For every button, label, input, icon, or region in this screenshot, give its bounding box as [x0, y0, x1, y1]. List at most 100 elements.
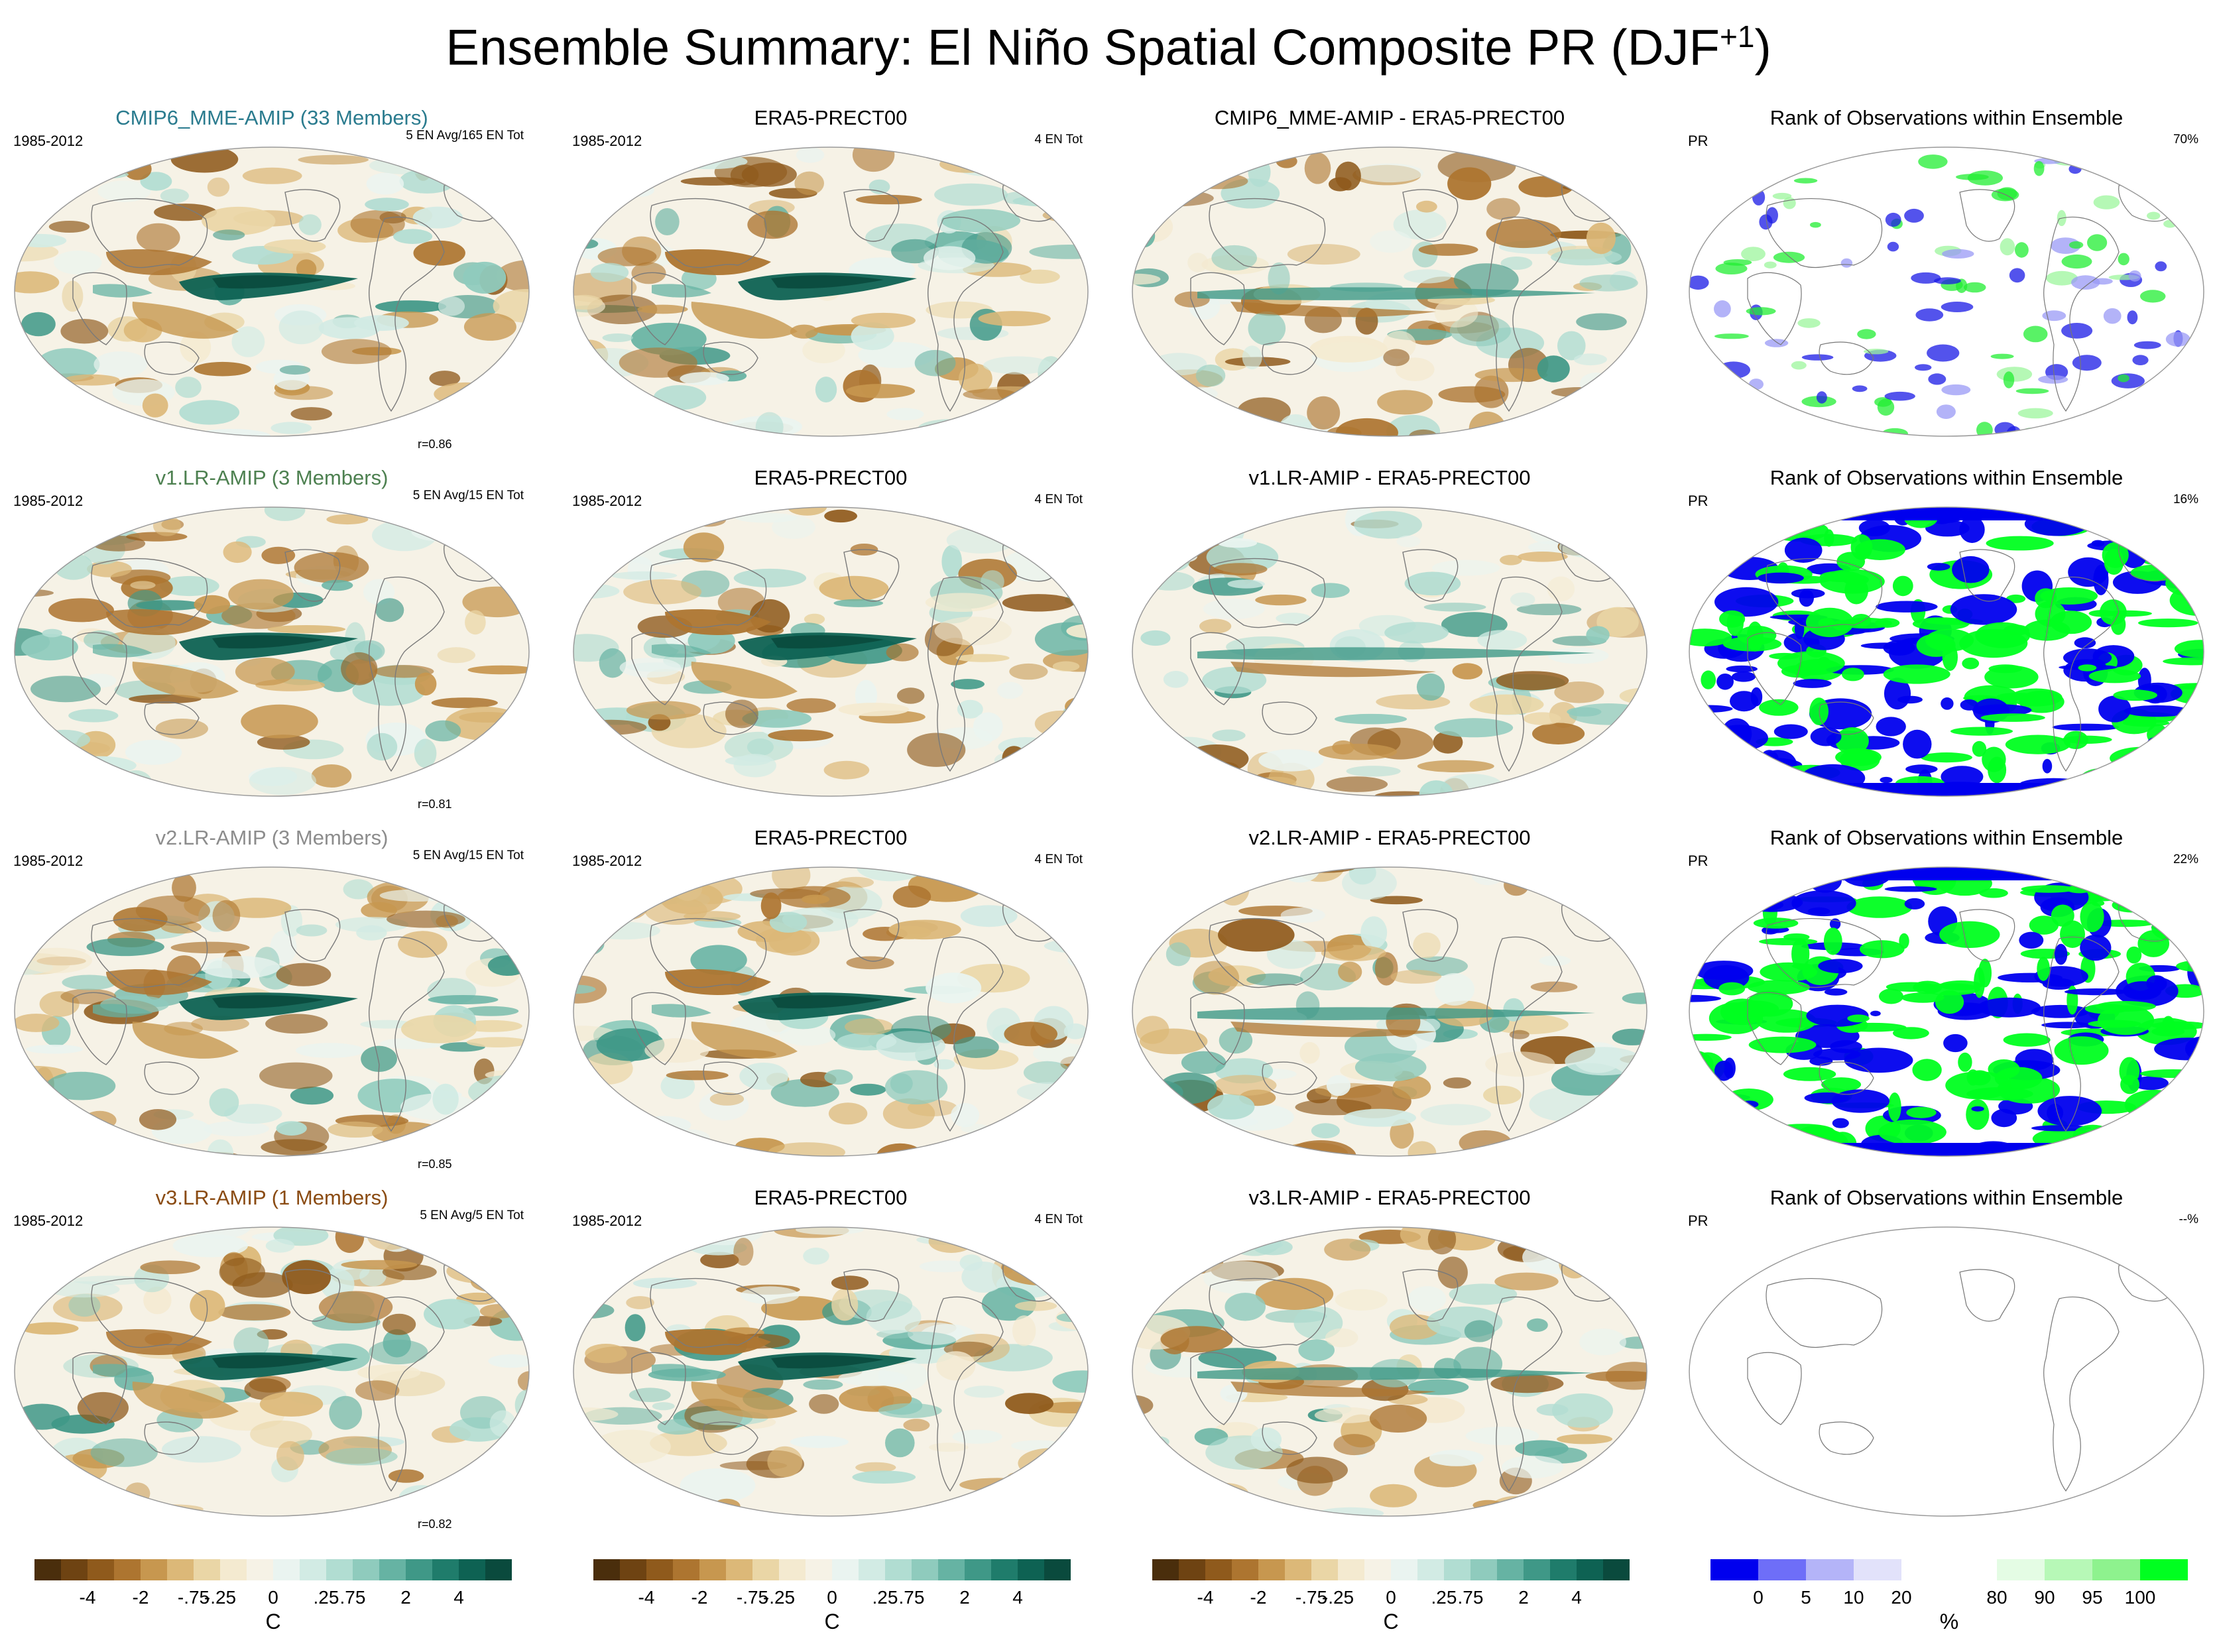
field-cell: [666, 1227, 713, 1246]
field-cell: [501, 760, 525, 770]
field-cell: [1516, 603, 1582, 615]
field-cell: [573, 185, 637, 202]
field-cell: [573, 1026, 616, 1041]
field-cell: [425, 720, 461, 742]
field-dry-band: [106, 249, 212, 275]
field-cell: [375, 598, 404, 622]
field-cell: [981, 570, 1004, 593]
panel-model-row1: CMIP6_MME-AMIP (33 Members) 1985-2012 5 EN…: [0, 106, 544, 464]
rank-cell: [1846, 896, 1913, 918]
rank-cell: [1918, 154, 1948, 169]
field-cell: [1132, 223, 1156, 248]
rank-cell: [1823, 927, 1842, 955]
panel-event-count: 4 EN Tot: [1034, 493, 1083, 506]
field-cell: [125, 739, 182, 765]
field-cell: [1250, 1427, 1282, 1452]
colorbar-tick-label: -.75: [1295, 1587, 1328, 1608]
field-cell: [139, 1109, 177, 1130]
field-cell: [298, 154, 369, 165]
field-cell: [357, 1364, 421, 1381]
colorbar-tick-label: -.75: [736, 1587, 769, 1608]
field-cell: [1203, 1261, 1280, 1295]
rank-cell: [1752, 189, 1766, 206]
field-cell: [1343, 1108, 1416, 1127]
field-cell: [1477, 630, 1528, 650]
rank-cell: [1840, 258, 1853, 268]
field-cell: [1608, 1461, 1647, 1470]
colorbar-tick-label: 90: [2034, 1587, 2055, 1608]
field-cell: [1146, 1436, 1169, 1448]
field-cell: [341, 1260, 418, 1269]
field-cell: [1383, 349, 1410, 367]
field-cell: [1060, 1429, 1085, 1442]
field-cell: [787, 507, 827, 516]
field-cell: [851, 322, 894, 351]
field-cell: [212, 900, 241, 931]
field-cell: [1559, 535, 1632, 559]
colorbar-tick-label: 100: [2124, 1587, 2156, 1608]
rank-cell: [2088, 669, 2141, 683]
diff-dry-band: [1230, 302, 1436, 318]
coastline: [1766, 917, 1883, 988]
field-cell: [617, 180, 643, 197]
colorbar-swatch: [1758, 1559, 1807, 1580]
rank-cell: [2163, 657, 2204, 666]
coastline: [1959, 1269, 2015, 1322]
field-cell: [1016, 147, 1059, 162]
rank-cell: [2139, 1069, 2204, 1078]
field-indian-ocean: [652, 644, 711, 658]
field-cell: [1211, 867, 1235, 880]
panel-period: 1985-2012: [572, 853, 642, 869]
rank-cell: [2163, 393, 2190, 408]
rank-cell: [1996, 693, 2037, 701]
rank-cell: [1988, 1059, 2020, 1079]
colorbar-tick-label: 2: [400, 1587, 411, 1608]
field-cell: [85, 413, 119, 424]
panel-ensemble-count: 5 EN Avg/15 EN Tot: [412, 489, 524, 502]
map-svg: [1689, 1226, 2204, 1517]
rank-cell: [1817, 510, 1845, 521]
colorbar-swatch: [459, 1559, 486, 1580]
field-cell: [1034, 750, 1057, 775]
colorbar-swatch: [699, 1559, 727, 1580]
field-cell: [369, 1339, 428, 1365]
rank-cell: [1749, 379, 1764, 390]
map-obs: [572, 146, 1089, 438]
field-cell: [1254, 776, 1297, 790]
map-rank: [1688, 146, 2205, 438]
rank-cell: [2078, 664, 2097, 672]
panel-obs-row2: ERA5-PRECT00 1985-2012 4 EN Tot: [559, 466, 1103, 824]
field-cell: [399, 168, 456, 194]
field-cell: [290, 407, 332, 421]
rank-cell: [2181, 872, 2204, 902]
field-cell: [264, 239, 326, 254]
coastline: [1262, 701, 1317, 735]
field-cell: [1052, 661, 1080, 672]
field-cell: [1311, 1123, 1340, 1139]
colorbar-swatch: [2045, 1559, 2093, 1580]
field-cell: [1581, 538, 1620, 554]
rank-cell: [1990, 353, 2014, 359]
field-cell: [500, 1276, 529, 1306]
colorbar-model: -4 -2 -.75 -.25 0 .25.75 2 4 C: [34, 1559, 512, 1652]
field-cell: [632, 1277, 697, 1289]
rank-cell: [2065, 1137, 2124, 1156]
rank-cell: [1810, 221, 1821, 228]
field-cell: [1200, 1142, 1248, 1156]
field-cell: [786, 698, 836, 713]
coastline: [1402, 189, 1459, 242]
map-outline: [14, 147, 530, 437]
field-cell: [1490, 1374, 1564, 1393]
rank-cell: [1791, 890, 1856, 917]
field-cell: [1324, 1238, 1371, 1261]
field-cell: [1132, 273, 1161, 285]
field-cell: [326, 514, 369, 525]
rank-cell: [2037, 957, 2050, 981]
field-cell: [959, 1478, 1036, 1492]
field-cell: [15, 1262, 39, 1292]
field-cell: [619, 658, 681, 678]
field-cell: [772, 515, 815, 539]
field-cell: [602, 333, 633, 342]
rank-cell: [1708, 532, 1733, 548]
rank-cell: [1876, 717, 1906, 737]
